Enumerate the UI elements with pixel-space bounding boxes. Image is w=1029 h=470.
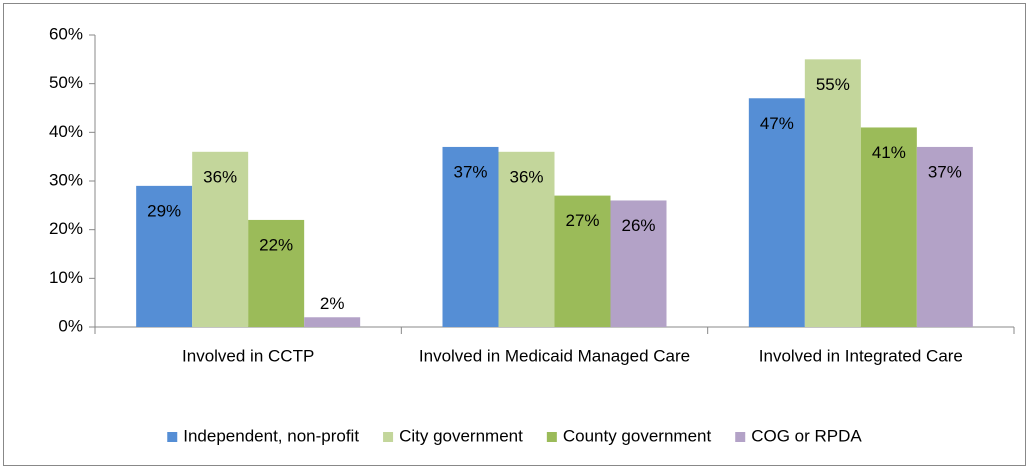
value-label: 29% (147, 201, 181, 220)
value-label: 36% (203, 167, 237, 186)
legend-label: Independent, non-profit (183, 426, 359, 445)
x-tick-label: Involved in Medicaid Managed Care (419, 346, 690, 365)
bar (498, 151, 555, 327)
legend-marker (735, 432, 746, 442)
legend-label: City government (399, 426, 523, 445)
bar (442, 146, 499, 327)
value-label: 47% (760, 114, 794, 133)
bar (554, 195, 611, 327)
y-tick-label: 0% (58, 316, 83, 335)
value-label: 37% (453, 162, 487, 181)
bar (136, 185, 193, 327)
value-label: 22% (259, 235, 293, 254)
bar (804, 59, 861, 327)
value-label: 27% (565, 211, 599, 230)
y-tick-label: 50% (49, 73, 83, 92)
y-tick-label: 40% (49, 122, 83, 141)
legend-label: County government (563, 426, 712, 445)
y-tick-label: 20% (49, 219, 83, 238)
legend-marker (546, 432, 557, 442)
x-tick-label: Involved in CCTP (182, 346, 314, 365)
x-tick-label: Involved in Integrated Care (759, 346, 963, 365)
y-tick-label: 30% (49, 170, 83, 189)
bar (304, 317, 361, 327)
bar (610, 200, 667, 327)
bar (748, 98, 805, 328)
legend-marker (383, 432, 394, 442)
y-tick-label: 10% (49, 268, 83, 287)
legend-label: COG or RPDA (751, 426, 862, 445)
bar (916, 146, 973, 327)
value-label: 41% (872, 143, 906, 162)
y-tick-label: 60% (49, 24, 83, 43)
bar (192, 151, 249, 327)
legend-marker (167, 432, 178, 442)
value-label: 36% (509, 167, 543, 186)
bar (860, 127, 917, 327)
value-label: 37% (928, 162, 962, 181)
value-label: 55% (816, 75, 850, 94)
value-label: 26% (621, 216, 655, 235)
value-label: 2% (320, 294, 345, 313)
bar (248, 219, 305, 327)
